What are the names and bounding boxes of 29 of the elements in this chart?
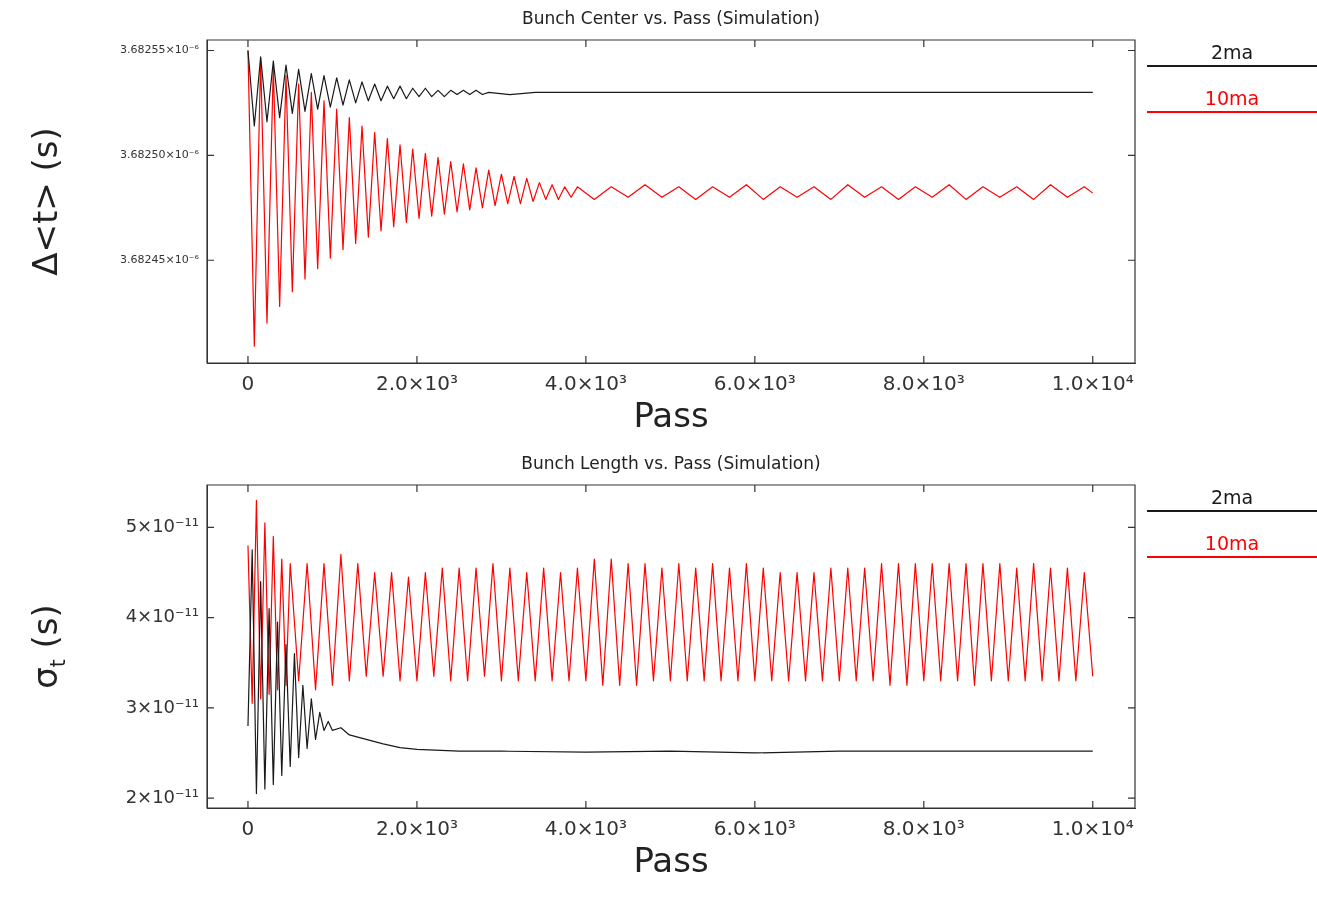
y-tick-label: 3×10⁻¹¹ [125,695,199,717]
x-tick-label: 4.0×10³ [544,816,627,841]
x-tick-label: 2.0×10³ [375,816,458,841]
y-tick-label: 4×10⁻¹¹ [125,605,199,627]
chart-title: Bunch Length vs. Pass (Simulation) [521,453,821,474]
x-tick-label: 0 [241,371,255,396]
x-axis-title: Pass [633,839,709,880]
x-tick-label: 1.0×10⁴ [1051,371,1134,396]
x-tick-label: 6.0×10³ [713,371,796,396]
x-tick-label: 6.0×10³ [713,816,796,841]
text: 2ma [1210,40,1254,63]
text: 10ma [1204,86,1260,109]
y-tick-label: 3.68255×10⁻⁶ [120,43,200,57]
y-axis-title: σt (s) [24,604,71,689]
x-axis-title: Pass [633,394,709,435]
y-axis-title: Δ<t> (s) [24,127,65,276]
text: 10ma [1204,531,1260,554]
y-tick-label: 3.68250×10⁻⁶ [120,148,200,162]
x-tick-label: 4.0×10³ [544,371,627,396]
x-tick-label: 2.0×10³ [375,371,458,396]
y-tick-label: 2×10⁻¹¹ [125,785,199,807]
chart-title: Bunch Center vs. Pass (Simulation) [522,8,820,29]
x-tick-label: 0 [241,816,255,841]
y-tick-label: 5×10⁻¹¹ [125,515,199,537]
x-tick-label: 8.0×10³ [882,371,965,396]
x-tick-label: 1.0×10⁴ [1051,816,1134,841]
y-tick-label: 3.68245×10⁻⁶ [120,253,200,267]
x-tick-label: 8.0×10³ [882,816,965,841]
text: 2ma [1210,485,1254,508]
